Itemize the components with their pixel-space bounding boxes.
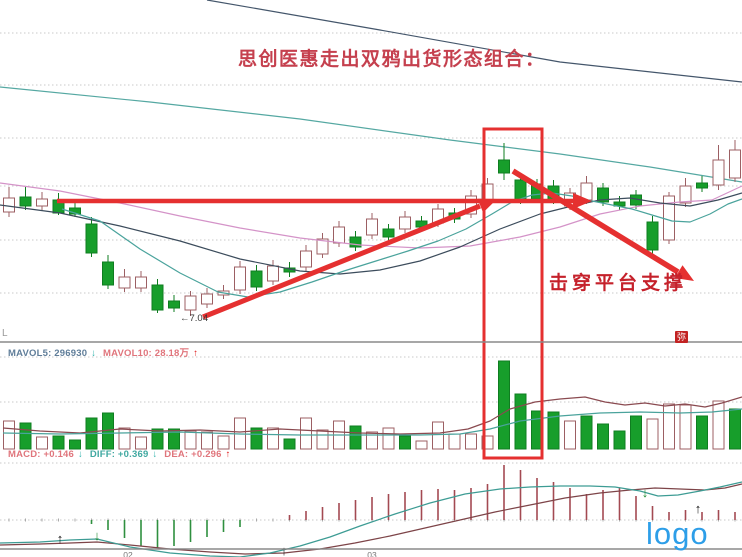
x-axis-label-02: 02 bbox=[123, 550, 133, 557]
mavol10-value: MAVOL10: 28.18万 bbox=[102, 348, 190, 359]
mavol5-value: MAVOL5: 296930 bbox=[8, 348, 88, 359]
svg-text:↓: ↓ bbox=[642, 485, 649, 500]
macd-header-row: MACD: +0.146 ↓ DIFF: +0.369 ↓ DEA: +0.296 ↑ bbox=[8, 449, 235, 460]
site-logo: logo bbox=[646, 516, 709, 551]
svg-text:↑: ↑ bbox=[281, 543, 288, 557]
pane-label: L bbox=[2, 328, 8, 339]
chart-title: 思创医惠走出双鸦出货形态组合： bbox=[238, 49, 546, 70]
macd-down-arrow-icon: ↓ bbox=[78, 449, 83, 460]
mavol10-up-arrow-icon: ↑ bbox=[193, 348, 199, 359]
break-support-annotation: 击穿平台支撑 bbox=[549, 273, 688, 294]
svg-text:↓: ↓ bbox=[94, 528, 101, 543]
diff-down-arrow-icon: ↓ bbox=[152, 449, 158, 460]
dea-up-arrow-icon: ↑ bbox=[225, 449, 231, 460]
price-low-label: ←7.04 bbox=[180, 313, 208, 324]
svg-text:↑: ↑ bbox=[57, 531, 64, 546]
dea-value: DEA: +0.296 bbox=[164, 449, 222, 460]
volume-header-row: MAVOL5: 296930 ↓ MAVOL10: 28.18万 ↑ bbox=[8, 345, 202, 359]
indicator-badge: 弥 bbox=[675, 331, 688, 343]
mavol5-down-arrow-icon: ↓ bbox=[91, 348, 97, 359]
x-axis-label-03: 03 bbox=[367, 550, 377, 557]
macd-value: MACD: +0.146 bbox=[8, 449, 75, 460]
svg-text:↑: ↑ bbox=[695, 501, 702, 516]
diff-value: DIFF: +0.369 bbox=[89, 449, 149, 460]
